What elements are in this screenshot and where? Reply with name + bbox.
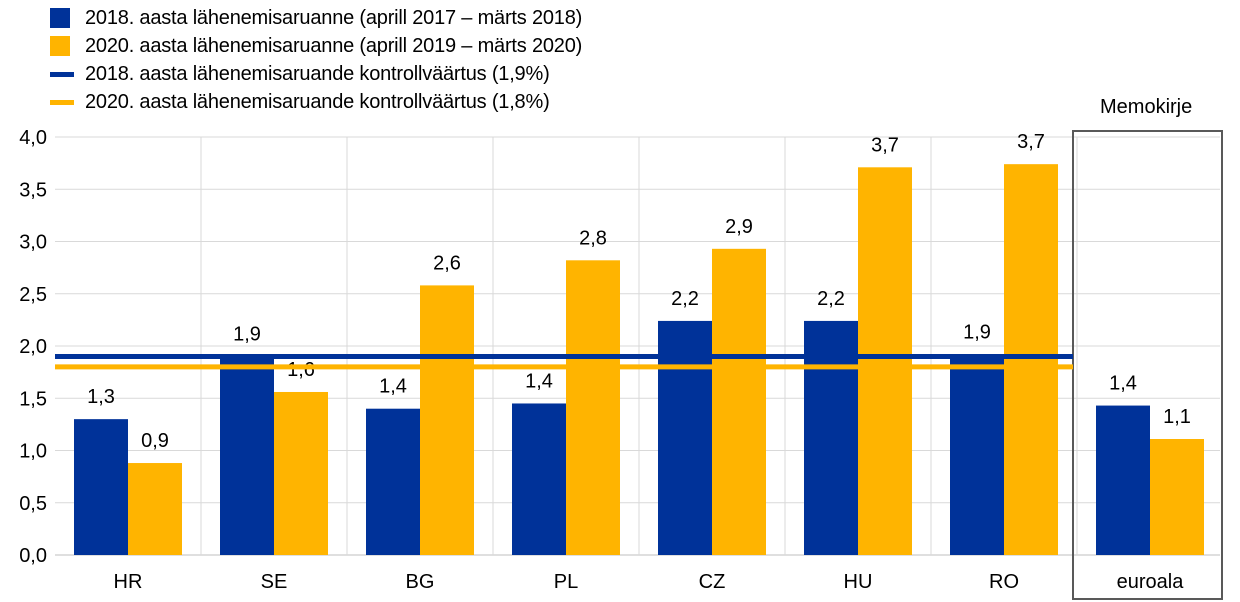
data-label: 1,4 xyxy=(379,376,407,398)
y-tick-label: 4,0 xyxy=(19,127,47,149)
bar-2020 xyxy=(1004,164,1058,556)
data-label: 1,9 xyxy=(233,323,261,345)
y-tick-label: 0,5 xyxy=(19,493,47,515)
legend-swatch-2018-line xyxy=(50,71,74,77)
legend-item-2018-report: 2018. aasta lähenemisaruanne (aprill 201… xyxy=(50,4,582,32)
data-label: 2,9 xyxy=(725,216,753,238)
bar-2020 xyxy=(1150,439,1204,555)
x-tick-label: HR xyxy=(114,571,143,593)
y-tick-label: 3,5 xyxy=(19,179,47,201)
legend: 2018. aasta lähenemisaruanne (aprill 201… xyxy=(50,4,582,116)
legend-swatch-2020-bar xyxy=(50,36,70,56)
data-label: 3,7 xyxy=(871,134,899,156)
memo-label: Memokirje xyxy=(1100,96,1193,118)
x-tick-label: RO xyxy=(989,571,1019,593)
y-tick-label: 0,0 xyxy=(19,545,47,567)
bar-2018 xyxy=(512,403,566,555)
y-tick-label: 3,0 xyxy=(19,232,47,254)
bar-2020 xyxy=(420,285,474,555)
data-label: 1,9 xyxy=(963,321,991,343)
legend-label-2020-report: 2020. aasta lähenemisaruanne (aprill 201… xyxy=(85,34,583,57)
y-tick-label: 1,0 xyxy=(19,441,47,463)
legend-label-2020-reference: 2020. aasta lähenemisaruande kontrollvää… xyxy=(85,90,550,113)
data-label: 1,4 xyxy=(1109,373,1137,395)
legend-item-2020-reference: 2020. aasta lähenemisaruande kontrollvää… xyxy=(50,88,582,116)
data-label: 1,6 xyxy=(287,359,315,381)
x-tick-label: SE xyxy=(261,571,288,593)
x-tick-label: PL xyxy=(554,571,578,593)
bar-2018 xyxy=(1096,405,1150,555)
bar-2020 xyxy=(274,391,328,555)
data-label: 1,3 xyxy=(87,386,115,408)
legend-swatch-2018-bar xyxy=(50,8,70,28)
legend-label-2018-reference: 2018. aasta lähenemisaruande kontrollvää… xyxy=(85,62,550,85)
data-label: 3,7 xyxy=(1017,131,1045,153)
bar-2020 xyxy=(128,463,182,555)
legend-item-2018-reference: 2018. aasta lähenemisaruande kontrollvää… xyxy=(50,60,582,88)
legend-swatch-2020-line xyxy=(50,99,74,105)
bar-2018 xyxy=(950,354,1004,555)
bar-2018 xyxy=(804,320,858,555)
y-tick-label: 1,5 xyxy=(19,388,47,410)
bar-2020 xyxy=(858,167,912,555)
data-label: 2,2 xyxy=(817,288,845,310)
data-label: 1,1 xyxy=(1163,406,1191,428)
bar-2020 xyxy=(712,248,766,555)
x-tick-label: BG xyxy=(406,571,435,593)
bar-2018 xyxy=(658,320,712,555)
data-label: 1,4 xyxy=(525,370,553,392)
bar-2018 xyxy=(74,419,128,555)
data-label: 0,9 xyxy=(141,430,169,452)
x-tick-label: euroala xyxy=(1117,571,1185,593)
x-tick-label: CZ xyxy=(699,571,726,593)
bar-2018 xyxy=(366,408,420,555)
x-tick-label: HU xyxy=(844,571,873,593)
legend-label-2018-report: 2018. aasta lähenemisaruanne (aprill 201… xyxy=(85,6,583,29)
data-label: 2,2 xyxy=(671,288,699,310)
data-label: 2,6 xyxy=(433,252,461,274)
y-tick-label: 2,0 xyxy=(19,336,47,358)
bar-2018 xyxy=(220,356,274,555)
legend-item-2020-report: 2020. aasta lähenemisaruanne (aprill 201… xyxy=(50,32,582,60)
data-label: 2,8 xyxy=(579,227,607,249)
y-tick-label: 2,5 xyxy=(19,284,47,306)
bar-2020 xyxy=(566,260,620,555)
